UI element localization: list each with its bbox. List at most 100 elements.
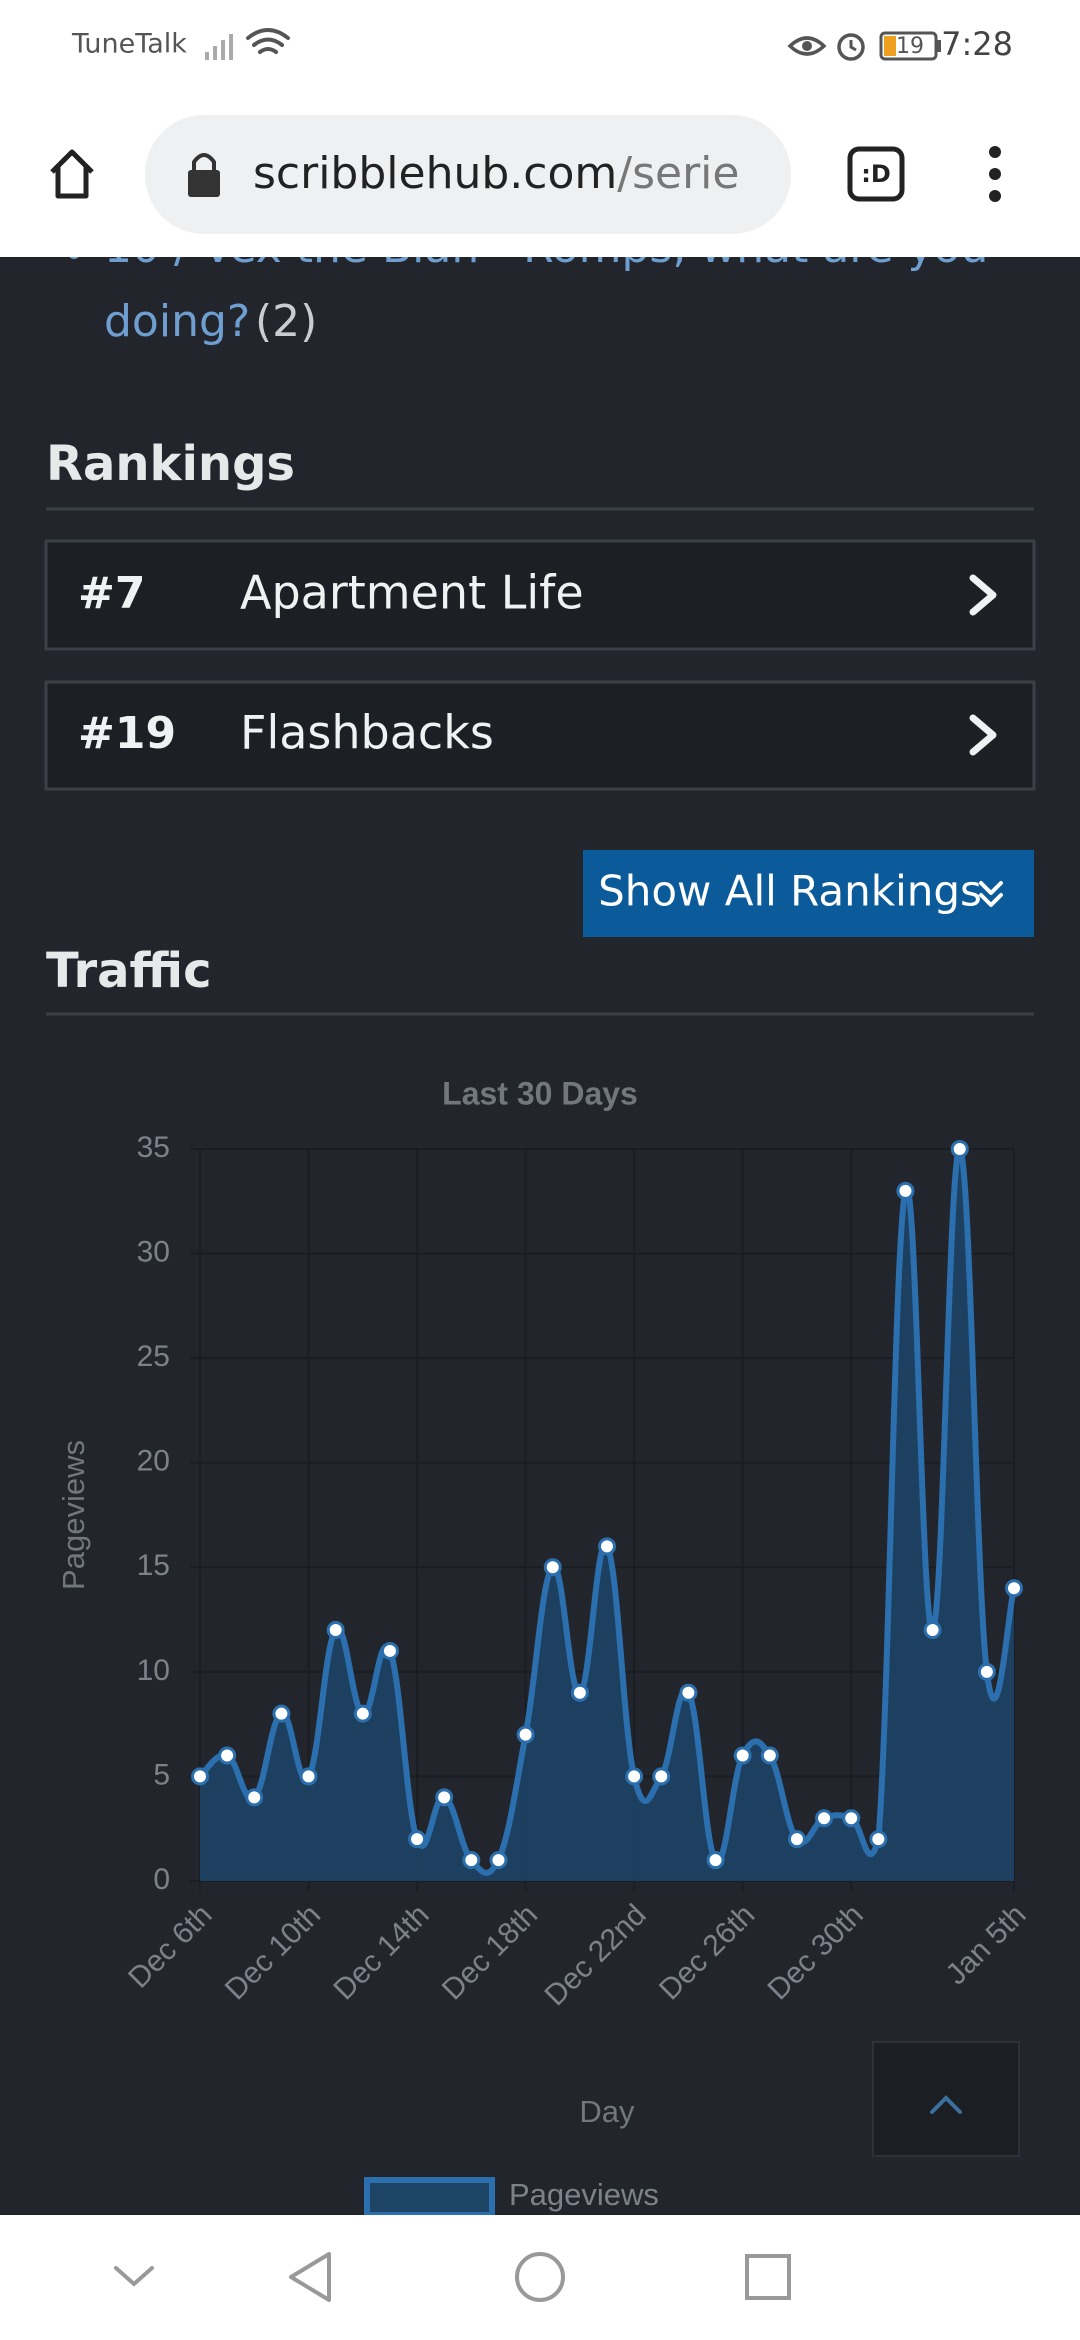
home-button[interactable] <box>50 149 94 199</box>
point <box>815 1809 834 1828</box>
y-tick-label: 10 <box>137 1654 170 1687</box>
y-tick-label: 5 <box>153 1758 170 1791</box>
point <box>598 1537 616 1556</box>
y-tick-label: 20 <box>137 1445 170 1478</box>
x-tick-label: Dec 30th <box>762 1898 870 2006</box>
eye-icon <box>787 36 827 56</box>
area <box>200 1149 1014 1881</box>
rank: #7 <box>78 568 145 619</box>
y-tick-label: 35 <box>137 1131 170 1164</box>
point <box>326 1621 345 1640</box>
back-to-top-button[interactable] <box>872 2041 1020 2157</box>
point <box>299 1767 318 1786</box>
url-path: /serie <box>617 148 739 199</box>
nav-recents-button[interactable] <box>745 2254 791 2300</box>
signal-icon <box>205 34 233 60</box>
point <box>191 1767 209 1786</box>
content: 10 / Vex the Blah - Romps, what are you … <box>44 222 1036 2218</box>
url-domain: scribblehub.com <box>253 148 617 199</box>
section-heading: Rankings <box>46 436 295 492</box>
point <box>516 1725 535 1744</box>
point <box>679 1683 698 1702</box>
legend-label: Pageviews <box>509 2177 659 2212</box>
nav-back-button[interactable] <box>289 2252 331 2302</box>
point <box>625 1767 644 1786</box>
tab-count: :D <box>861 160 891 188</box>
clock: 7:28 <box>941 25 1013 63</box>
y-axis-label: Pageviews <box>56 1440 91 1590</box>
battery-tip <box>937 40 941 52</box>
point <box>380 1641 399 1660</box>
ranking-row[interactable]: #7 Apartment Life <box>44 539 1036 651</box>
x-tick-label: Dec 18th <box>436 1898 544 2006</box>
point <box>760 1746 779 1765</box>
ranking-row[interactable]: #19 Flashbacks <box>44 680 1036 791</box>
point <box>489 1851 508 1870</box>
chart-title: Last 30 Days <box>442 1075 638 1111</box>
button-background[interactable] <box>583 850 1034 937</box>
x-tick-label: Jan 5th <box>940 1898 1033 1991</box>
point <box>435 1788 454 1807</box>
nav-home-button[interactable] <box>515 2252 565 2302</box>
y-tick-label: 25 <box>137 1340 170 1373</box>
double-chevron-icon <box>979 881 1003 907</box>
chapter-count: (2) <box>255 296 317 347</box>
point <box>842 1809 861 1828</box>
point <box>923 1621 942 1640</box>
legend-swatch <box>364 2177 495 2218</box>
ranking-box[interactable] <box>44 539 1036 651</box>
x-axis-label: Day <box>579 2094 635 2129</box>
point <box>950 1140 969 1158</box>
y-tick-label: 0 <box>153 1863 170 1896</box>
point <box>733 1746 752 1765</box>
point <box>1005 1579 1023 1598</box>
back-to-top-box[interactable] <box>872 2041 1020 2157</box>
chevron-icon <box>969 574 997 616</box>
battery-level <box>884 36 896 56</box>
point <box>462 1851 481 1870</box>
tabs-button[interactable] <box>847 146 905 202</box>
point <box>787 1830 806 1849</box>
point <box>353 1704 372 1723</box>
x-tick-label: Dec 22nd <box>539 1898 653 2012</box>
point <box>706 1851 725 1870</box>
y-tick-label: 30 <box>137 1235 170 1268</box>
lock-icon <box>188 170 220 197</box>
alarm-hands <box>849 40 857 52</box>
battery-icon <box>879 31 938 61</box>
point <box>977 1662 996 1681</box>
point <box>543 1558 562 1577</box>
point <box>896 1181 915 1200</box>
button-label[interactable]: Show All Rankings <box>598 867 982 916</box>
point <box>408 1830 427 1849</box>
ranking-name: Flashbacks <box>240 706 494 760</box>
battery-percent: 19 <box>896 34 924 59</box>
chevron-icon <box>969 714 997 756</box>
ranking-name: Apartment Life <box>240 566 584 620</box>
show-all-button[interactable]: Show All Rankings <box>583 850 1034 937</box>
rank: #19 <box>78 708 176 759</box>
point <box>245 1788 264 1807</box>
url-bar[interactable] <box>145 115 791 234</box>
x-tick-label: Dec 10th <box>219 1898 327 2006</box>
point <box>652 1767 671 1786</box>
point <box>218 1746 237 1765</box>
navigation-bar <box>0 2215 1080 2340</box>
point <box>570 1683 589 1702</box>
x-tick-label: Dec 6th <box>122 1898 218 1994</box>
url-text[interactable]: scribblehub.com/serie <box>253 148 739 199</box>
up-icon <box>930 2095 962 2114</box>
menu-button[interactable] <box>989 146 1001 202</box>
chapter-link[interactable]: doing? <box>104 296 250 347</box>
wifi-icon <box>246 28 290 54</box>
point <box>272 1704 291 1723</box>
eye-pupil <box>802 41 812 51</box>
nav-hide-button[interactable] <box>114 2266 154 2287</box>
x-tick-label: Dec 26th <box>653 1898 761 2006</box>
carrier: TuneTalk <box>71 29 187 60</box>
y-tick-label: 15 <box>137 1549 170 1582</box>
ranking-box[interactable] <box>44 680 1036 791</box>
lock-shackle <box>192 153 216 170</box>
